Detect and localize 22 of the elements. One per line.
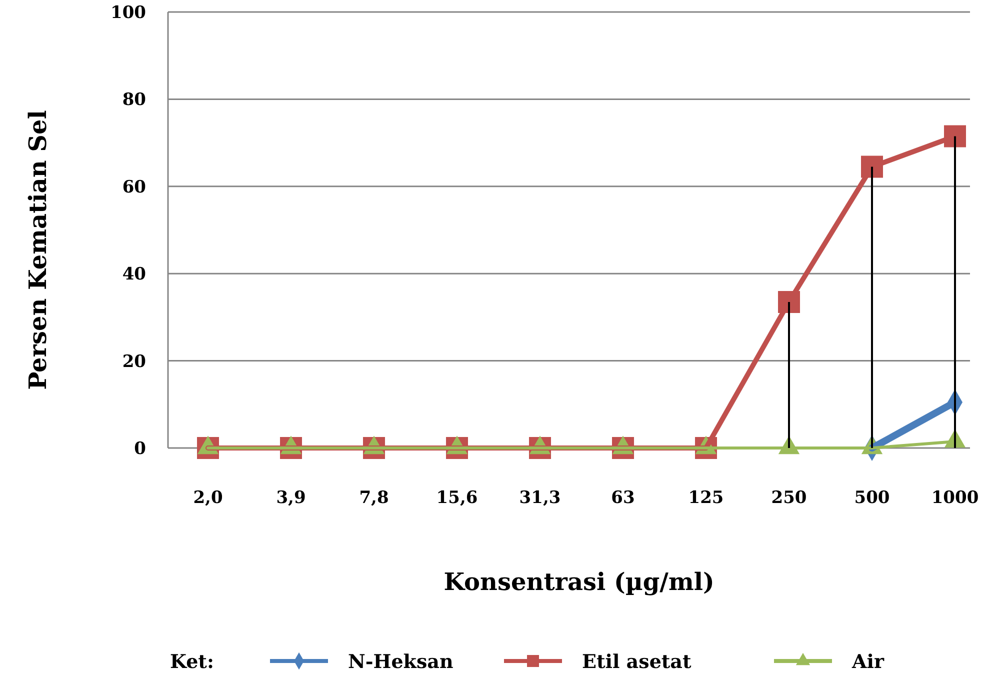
y-tick-label: 40: [122, 264, 146, 285]
y-tick-label: 20: [122, 352, 146, 372]
x-tick-label: 7,8: [359, 488, 389, 508]
y-axis-title: Persen Kematian Sel: [23, 110, 52, 390]
y-tick-label: 100: [110, 3, 146, 23]
x-tick-label: 500: [854, 488, 890, 508]
x-tick-label: 250: [771, 488, 807, 508]
legend-title: Ket:: [170, 651, 214, 673]
legend-label: Etil asetat: [582, 651, 692, 673]
x-tick-label: 63: [611, 488, 635, 508]
y-tick-label: 0: [134, 439, 146, 459]
x-tick-label: 15,6: [436, 488, 478, 508]
legend-label: Air: [851, 651, 885, 673]
y-tick-label: 80: [122, 90, 146, 110]
x-axis-title: Konsentrasi (µg/ml): [444, 567, 714, 596]
legend-label: N-Heksan: [348, 651, 454, 673]
x-tick-label: 2,0: [193, 488, 223, 508]
x-tick-label: 125: [688, 488, 724, 508]
x-tick-label: 3,9: [276, 488, 306, 508]
x-tick-label: 31,3: [519, 488, 561, 508]
x-tick-label: 1000: [931, 488, 979, 508]
y-tick-label: 60: [122, 177, 146, 198]
